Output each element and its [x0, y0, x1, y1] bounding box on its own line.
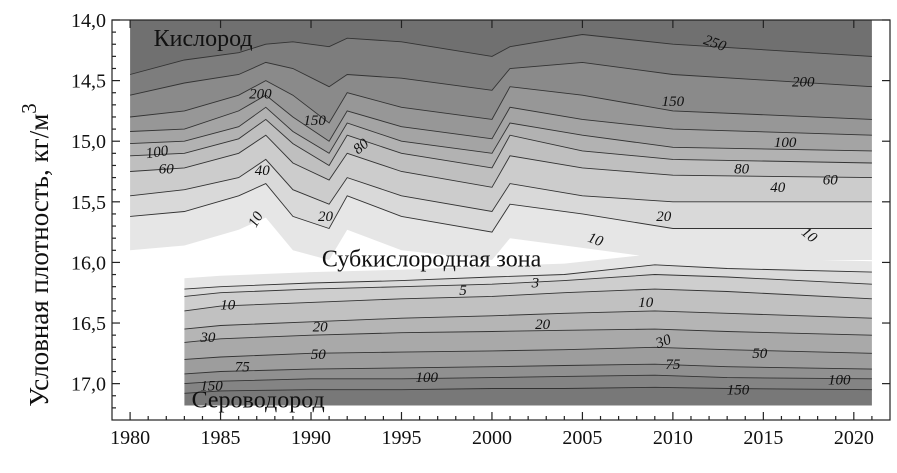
oxygen-isoline: [130, 94, 872, 142]
oxygen-isoline: [130, 158, 872, 212]
y-tick-label: 14,5: [71, 71, 106, 93]
region-label: Кислород: [154, 26, 253, 52]
contour-label: 250: [701, 32, 728, 55]
region-label: Субкислородная зона: [322, 247, 542, 273]
contour-label: 10: [586, 230, 606, 250]
sulfide-band: [184, 253, 872, 290]
contour-label: 20: [318, 209, 334, 225]
contour-label: 75: [665, 357, 681, 373]
sulfide-isoline: [184, 328, 872, 343]
plot-frame: [111, 19, 891, 421]
x-tick-label: 1995: [381, 427, 421, 449]
contour-label: 150: [200, 379, 223, 395]
x-tick-label: 2010: [653, 427, 693, 449]
region-label: Сероводород: [192, 387, 325, 413]
contour-label: 60: [159, 162, 175, 178]
oxygen-isoline: [130, 61, 872, 96]
oxygen-isoline: [130, 134, 872, 188]
oxygen-band: [130, 159, 872, 233]
contour-label: 60: [823, 173, 839, 189]
contour-label: 100: [416, 370, 439, 386]
contour-label: 200: [249, 87, 272, 103]
y-tick-label: 14,0: [71, 10, 106, 32]
sulfide-band: [184, 264, 872, 297]
y-tick-label: 15,0: [71, 131, 106, 153]
contour-label: 150: [662, 94, 685, 110]
sulfide-band: [184, 310, 872, 343]
contour-label: 3: [531, 276, 540, 292]
oxygen-isoline: [129, 34, 872, 75]
contour-label: 200: [792, 74, 815, 90]
y-tick-label: 17,0: [71, 374, 106, 396]
oxygen-isoline: [130, 183, 872, 233]
oxygen-isoline: [130, 118, 872, 169]
x-tick-label: 2020: [834, 427, 874, 449]
contour-label: 100: [774, 135, 797, 151]
sulfide-isoline: [184, 374, 872, 385]
oxygen-band: [130, 183, 872, 260]
sulfide-band: [184, 347, 872, 374]
contour-label: 150: [303, 113, 326, 129]
sulfide-band: [184, 274, 872, 311]
contour-label: 30: [653, 332, 674, 353]
contour-label: 50: [311, 347, 327, 363]
contour-label: 40: [255, 163, 271, 179]
contour-label: 75: [235, 359, 251, 375]
contour-label: 80: [734, 162, 750, 178]
x-tick-label: 2000: [472, 427, 512, 449]
x-tick-label: 1980: [110, 427, 150, 449]
isolines: [129, 34, 872, 394]
y-axis: 14,0 14,5 15,0 15,5 16,0 16,5 17,0: [71, 10, 890, 409]
y-axis-label: Условная плотность, кг/м3: [17, 103, 54, 407]
sulfide-isoline: [184, 264, 872, 290]
oxygen-isoline: [130, 106, 872, 154]
oxygen-band: [130, 119, 872, 188]
x-tick-label: 2005: [562, 427, 602, 449]
contour-label: 5: [459, 283, 467, 299]
sulfide-band: [184, 387, 872, 406]
x-tick-label: 1990: [291, 427, 331, 449]
sulfide-isoline: [184, 346, 872, 360]
contour-label: 20: [313, 319, 329, 335]
contour-label: 100: [828, 373, 851, 389]
contour-label: 40: [770, 180, 786, 196]
sulfide-isoline: [184, 288, 872, 312]
x-tick-label: 1985: [201, 427, 241, 449]
oxygen-band: [130, 107, 872, 168]
oxygen-band: [130, 95, 872, 154]
contour-label: 20: [535, 317, 551, 333]
sulfide-band: [184, 289, 872, 330]
oxygen-isoline: [130, 80, 872, 124]
sulfide-isoline: [184, 274, 872, 297]
x-tick-label: 2015: [743, 427, 783, 449]
region-labels: Кислород Субкислородная зона Сероводород: [154, 26, 542, 413]
sulfide-band: [184, 329, 872, 360]
y-tick-label: 16,0: [71, 252, 106, 274]
sulfide-isoline: [184, 386, 872, 394]
contour-label: 20: [656, 209, 672, 225]
contour-label: 30: [199, 330, 216, 346]
oxygen-band: [130, 135, 872, 212]
sulfide-isoline: [184, 310, 872, 330]
contour-label: 10: [638, 295, 654, 311]
sulfide-isoline: [184, 363, 872, 375]
oxygen-band: [130, 20, 872, 75]
sulfide-band: [184, 375, 872, 394]
contour-label: 100: [145, 143, 170, 162]
oxygen-band: [130, 62, 872, 123]
oxygen-band: [130, 80, 872, 142]
contour-label: 50: [752, 346, 768, 362]
y-tick-label: 16,5: [71, 313, 106, 335]
x-axis: 1980 1985 1990 1995 2000 2005 2010 2015 2020: [110, 20, 874, 449]
contour-label: 150: [727, 382, 750, 398]
y-tick-label: 15,5: [71, 192, 106, 214]
oxygen-band: [130, 34, 872, 96]
contour-label: 10: [220, 298, 236, 314]
